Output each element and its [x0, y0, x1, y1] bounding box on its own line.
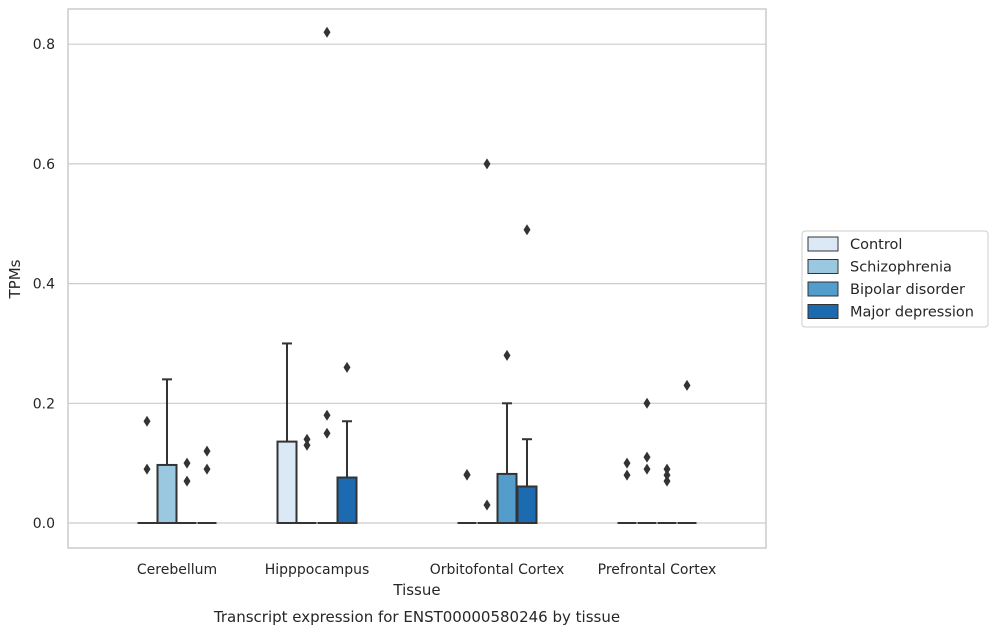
legend-swatch [807, 304, 839, 319]
legend-label: Bipolar disorder [850, 282, 965, 298]
outlier-point [623, 457, 631, 469]
box-2-0 [177, 457, 197, 524]
outlier-point [483, 499, 491, 511]
box-body [156, 463, 178, 524]
outlier-point [483, 158, 491, 170]
outlier-point [523, 224, 531, 236]
outlier-point [663, 469, 671, 481]
legend-frame [801, 230, 989, 328]
legend-swatch [807, 281, 839, 297]
outlier-point [503, 349, 511, 361]
box-1-1 [297, 433, 317, 524]
legend-label: Schizophrenia [850, 260, 952, 276]
outlier-point [143, 463, 151, 475]
outlier-point [143, 415, 151, 427]
x-tick-label: Orbitofontal Cortex [430, 562, 565, 578]
outlier-point [343, 361, 351, 373]
outlier-point [183, 475, 191, 487]
x-tick-label: Cerebellum [137, 562, 217, 578]
outlier-point [203, 463, 211, 475]
box-body [496, 472, 518, 525]
x-tick-label: Hipppocampus [265, 562, 370, 578]
legend: Control Schizophrenia Bipolar disorder Majo… [801, 230, 989, 328]
plot-frame [67, 8, 767, 549]
x-axis-label: Tissue [392, 581, 440, 599]
y-tick-label: 0.2 [33, 396, 55, 412]
legend-label: Control [850, 237, 902, 253]
grid-lines [68, 43, 766, 524]
box-body [516, 485, 538, 524]
outlier-point [683, 379, 691, 391]
x-tick-label: Prefrontal Cortex [598, 562, 717, 578]
outlier-point [643, 451, 651, 463]
box-3-0 [197, 445, 217, 524]
x-tick-labels: Cerebellum Hipppocampus Orbitofontal Corte… [137, 562, 716, 578]
legend-swatch [807, 259, 839, 274]
box-2-3 [657, 463, 677, 524]
y-tick-labels: 0.0 0.2 0.4 0.6 0.8 [33, 37, 55, 532]
outlier-point [643, 397, 651, 409]
outlier-point [203, 445, 211, 457]
y-tick-label: 0.4 [33, 277, 55, 293]
outlier-point [303, 433, 311, 445]
outlier-point [663, 463, 671, 475]
box-1-2 [477, 158, 497, 524]
legend-label: Major depression [850, 305, 974, 321]
legend-swatch [807, 236, 839, 252]
outlier-point [323, 427, 331, 439]
outlier-point [643, 463, 651, 475]
y-tick-label: 0.6 [33, 157, 55, 173]
outlier-point [323, 26, 331, 38]
chart-caption: Transcript expression for ENST0000058024… [213, 608, 620, 626]
outlier-point [183, 457, 191, 469]
outlier-point [323, 409, 331, 421]
box-0-3 [617, 457, 637, 524]
box-3-1 [336, 361, 358, 525]
box-1-0 [156, 378, 178, 524]
outlier-point [623, 469, 631, 481]
box-0-2 [457, 469, 477, 524]
box-0-1 [276, 342, 298, 525]
outlier-point [463, 469, 471, 481]
box-3-2 [516, 224, 538, 524]
box-2-2 [496, 349, 518, 525]
box-1-3 [637, 397, 657, 524]
box-2-1 [317, 26, 337, 524]
box-3-3 [677, 379, 697, 524]
box-0-0 [137, 415, 157, 524]
y-tick-label: 0.0 [33, 516, 55, 532]
outlier-point [303, 439, 311, 451]
y-axis-label: TPMs [6, 259, 24, 299]
box-body [276, 440, 298, 525]
outlier-point [663, 475, 671, 487]
box-marks [137, 26, 697, 525]
y-tick-label: 0.8 [33, 37, 55, 53]
box-body [336, 476, 358, 525]
